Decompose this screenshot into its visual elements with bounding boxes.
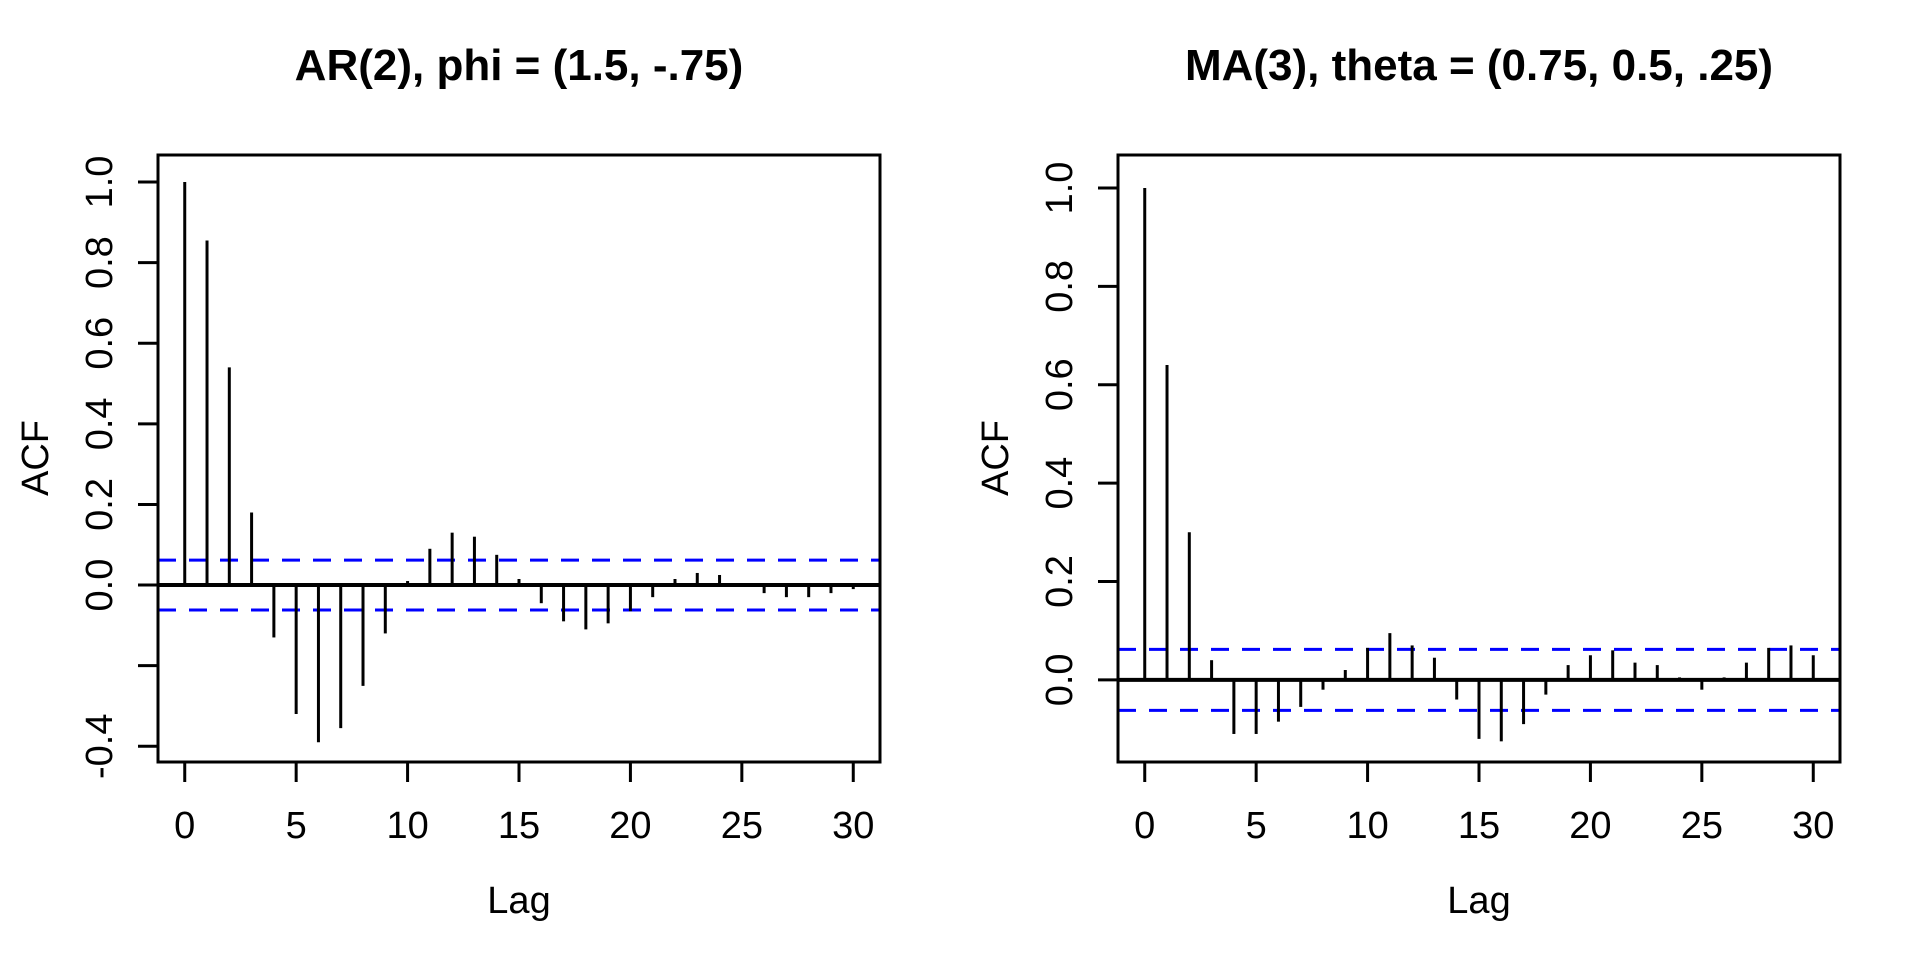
- x-tick-label: 25: [721, 805, 763, 847]
- x-axis-label: Lag: [487, 880, 550, 922]
- y-axis-label: ACF: [975, 420, 1017, 496]
- x-tick-label: 0: [174, 805, 195, 847]
- x-tick-label: 20: [609, 805, 651, 847]
- y-tick-label: -0.4: [79, 714, 121, 779]
- plot-box: [156, 153, 882, 764]
- acf-panel-ma3: 1.0 0.8 0.6 0.4 0.2 0.0 0 5 10 15 20 25 30 MA(3), th…: [960, 0, 1920, 960]
- y-tick-label: 0.8: [1039, 260, 1081, 313]
- acf-panel-ar2: 1.0 0.8 0.6 0.4 0.2 0.0 -0.4 0 5 10 15 20 25 30 AR(2)…: [15, 41, 882, 922]
- y-tick-label: 0.6: [1039, 358, 1081, 411]
- x-tick-label: 30: [1792, 805, 1834, 847]
- x-tick-label: 10: [1346, 805, 1388, 847]
- y-tick-label: 0.6: [79, 317, 121, 370]
- y-tick-label: 0.4: [1039, 457, 1081, 510]
- x-tick-label: 15: [498, 805, 540, 847]
- y-tick-label: 0.0: [79, 559, 121, 612]
- chart-title: MA(3), theta = (0.75, 0.5, .25): [1185, 41, 1773, 90]
- x-axis-label: Lag: [1447, 880, 1510, 922]
- x-tick-label: 10: [386, 805, 428, 847]
- y-tick-label: 1.0: [79, 156, 121, 209]
- acf-plot-ma3: 1.0 0.8 0.6 0.4 0.2 0.0 0 5 10 15 20 25 30 MA(3), th…: [975, 41, 1842, 922]
- y-tick-label: 0.0: [1039, 653, 1081, 706]
- x-tick-label: 20: [1569, 805, 1611, 847]
- y-axis-label: ACF: [15, 420, 57, 496]
- plot-box: [1116, 153, 1842, 764]
- x-tick-label: 30: [832, 805, 874, 847]
- x-tick-label: 0: [1134, 805, 1155, 847]
- y-tick-label: 0.8: [79, 236, 121, 289]
- y-tick-label: 0.4: [79, 397, 121, 450]
- acf-plot-ar2: 1.0 0.8 0.6 0.4 0.2 0.0 -0.4 0 5 10 15 20 25 30 AR(2)…: [15, 41, 882, 922]
- x-tick-label: 5: [1246, 805, 1267, 847]
- x-tick-label: 25: [1681, 805, 1723, 847]
- y-tick-label: 0.2: [1039, 555, 1081, 608]
- chart-title: AR(2), phi = (1.5, -.75): [295, 41, 744, 90]
- x-tick-label: 15: [1458, 805, 1500, 847]
- y-tick-label: 0.2: [79, 478, 121, 531]
- y-tick-label: 1.0: [1039, 162, 1081, 215]
- x-tick-label: 5: [286, 805, 307, 847]
